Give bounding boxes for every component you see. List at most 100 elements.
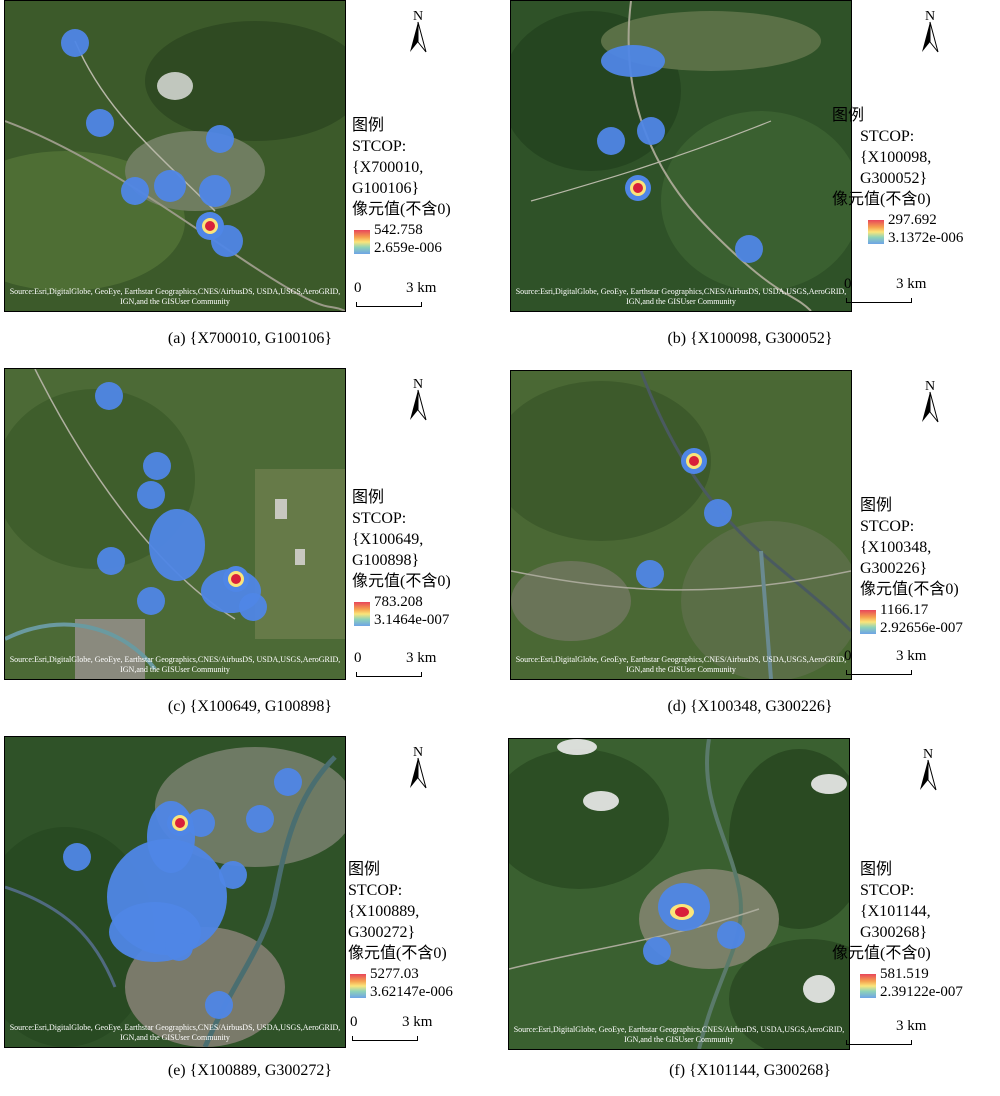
- scale-bar-line: [356, 672, 422, 677]
- legend-layer-line2: G300272}: [348, 924, 416, 941]
- legend-color-ramp: 581.519 2.39122e-007: [858, 966, 982, 1006]
- scale-bar-line: [352, 1036, 418, 1041]
- legend-color-ramp: 5277.03 3.62147e-006: [348, 966, 498, 1006]
- legend-e: 图例 STCOP: {X100889, G300272} 像元值(不含0) 52…: [348, 860, 498, 1006]
- satellite-map-c: Source:Esri,DigitalGlobe, GeoEye, Earths…: [4, 368, 346, 680]
- legend-field-label: 像元值(不含0): [832, 191, 931, 208]
- legend-min-value: 3.1464e-007: [374, 612, 450, 628]
- map-panel-b: Source:Esri,DigitalGlobe, GeoEye, Earths…: [500, 0, 1000, 360]
- scale-bar-c: 0 3 km: [354, 650, 436, 684]
- legend-layer-line1: {X100348,: [860, 539, 932, 556]
- scale-bar-e: 0 3 km: [350, 1014, 432, 1048]
- map-panel-f: Source:Esri,DigitalGlobe, GeoEye, Earths…: [500, 736, 1000, 1096]
- legend-title: 图例: [352, 117, 385, 134]
- satellite-imagery-f: [509, 739, 849, 1049]
- satellite-imagery-e: [5, 737, 345, 1047]
- legend-f: 图例 STCOP: {X101144, G300268} 像元值(不含0) 58…: [832, 860, 982, 1006]
- legend-layer-line2: G300268}: [860, 924, 928, 941]
- north-label: N: [413, 9, 423, 24]
- color-ramp-swatch: [868, 220, 884, 244]
- north-label: N: [923, 747, 933, 762]
- panel-caption-b: (b) {X100098, G300052}: [667, 330, 833, 347]
- color-ramp-swatch: [354, 230, 370, 254]
- scale-bar-line: [846, 1040, 912, 1045]
- legend-layer-name: STCOP:: [352, 510, 407, 527]
- legend-color-ramp: 542.758 2.659e-006: [352, 222, 502, 262]
- scale-length: 3 km: [402, 1014, 433, 1030]
- scale-length: 3 km: [896, 276, 927, 292]
- legend-color-ramp: 297.692 3.1372e-006: [866, 212, 982, 252]
- north-arrow-icon: N: [410, 377, 427, 421]
- legend-field-label: 像元值(不含0): [352, 201, 451, 218]
- legend-title: 图例: [860, 497, 893, 514]
- panel-caption-f: (f) {X101144, G300268}: [669, 1062, 831, 1079]
- scale-bar-line: [356, 302, 422, 307]
- legend-max-value: 1166.17: [880, 602, 929, 618]
- legend-color-ramp: 783.208 3.1464e-007: [352, 594, 502, 634]
- legend-layer-line2: G100898}: [352, 552, 420, 569]
- satellite-imagery-a: [5, 1, 345, 311]
- legend-d: 图例 STCOP: {X100348, G300226} 像元值(不含0) 11…: [832, 496, 982, 642]
- color-ramp-swatch: [354, 602, 370, 626]
- north-arrow-d: N: [916, 378, 944, 424]
- north-arrow-a: N: [404, 8, 432, 54]
- north-arrow-icon: N: [920, 747, 937, 791]
- legend-layer-name: STCOP:: [860, 518, 915, 535]
- scale-zero: 0: [354, 280, 362, 296]
- source-attribution-b: Source:Esri,DigitalGlobe, GeoEye, Earths…: [515, 287, 847, 306]
- legend-max-value: 542.758: [374, 222, 423, 238]
- legend-min-value: 2.92656e-007: [880, 620, 963, 636]
- legend-min-value: 3.62147e-006: [370, 984, 453, 1000]
- legend-b: 图例 STCOP: {X100098, G300052} 像元值(不含0) 29…: [832, 106, 982, 252]
- satellite-map-b: Source:Esri,DigitalGlobe, GeoEye, Earths…: [510, 0, 852, 312]
- legend-layer-line1: {X700010,: [352, 159, 424, 176]
- satellite-imagery-c: [5, 369, 345, 679]
- north-arrow-e: N: [404, 744, 432, 790]
- north-label: N: [925, 9, 935, 24]
- legend-title: 图例: [348, 861, 381, 878]
- north-arrow-icon: N: [922, 9, 939, 53]
- legend-layer-line1: {X101144,: [860, 903, 931, 920]
- legend-layer-line1: {X100889,: [348, 903, 420, 920]
- legend-layer-line2: G100106}: [352, 180, 420, 197]
- scale-bar-d: 0 3 km: [844, 648, 926, 682]
- source-attribution-e: Source:Esri,DigitalGlobe, GeoEye, Earths…: [9, 1023, 341, 1042]
- legend-layer-name: STCOP:: [352, 138, 407, 155]
- legend-field-label: 像元值(不含0): [832, 945, 931, 962]
- north-label: N: [413, 745, 423, 760]
- map-panel-d: Source:Esri,DigitalGlobe, GeoEye, Earths…: [500, 368, 1000, 728]
- satellite-map-f: Source:Esri,DigitalGlobe, GeoEye, Earths…: [508, 738, 850, 1050]
- scale-bar-line: [846, 670, 912, 675]
- north-arrow-c: N: [404, 376, 432, 422]
- legend-field-label: 像元值(不含0): [860, 581, 959, 598]
- legend-field-label: 像元值(不含0): [348, 945, 447, 962]
- north-label: N: [925, 379, 935, 394]
- panel-caption-a: (a) {X700010, G100106}: [167, 330, 333, 347]
- legend-max-value: 581.519: [880, 966, 929, 982]
- north-arrow-icon: N: [410, 745, 427, 789]
- north-arrow-f: N: [914, 746, 942, 792]
- legend-max-value: 5277.03: [370, 966, 419, 982]
- scale-length: 3 km: [406, 280, 437, 296]
- scale-zero: 0: [350, 1014, 358, 1030]
- color-ramp-swatch: [350, 974, 366, 998]
- map-panel-a: Source:Esri,DigitalGlobe, GeoEye, Earths…: [0, 0, 500, 360]
- map-panel-c: Source:Esri,DigitalGlobe, GeoEye, Earths…: [0, 368, 500, 728]
- north-arrow-icon: N: [410, 9, 427, 53]
- source-attribution-a: Source:Esri,DigitalGlobe, GeoEye, Earths…: [9, 287, 341, 306]
- satellite-map-e: Source:Esri,DigitalGlobe, GeoEye, Earths…: [4, 736, 346, 1048]
- scale-bar-line: [846, 298, 912, 303]
- scale-length: 3 km: [406, 650, 437, 666]
- map-panel-e: Source:Esri,DigitalGlobe, GeoEye, Earths…: [0, 736, 500, 1096]
- scale-bar-a: 0 3 km: [354, 280, 436, 314]
- scale-bar-f: 3 km: [844, 1018, 926, 1052]
- satellite-map-d: Source:Esri,DigitalGlobe, GeoEye, Earths…: [510, 370, 852, 680]
- source-attribution-f: Source:Esri,DigitalGlobe, GeoEye, Earths…: [513, 1025, 845, 1044]
- legend-layer-name: STCOP:: [348, 882, 403, 899]
- scale-zero: 0: [844, 276, 852, 292]
- legend-layer-line1: {X100098,: [860, 149, 932, 166]
- scale-zero: 0: [354, 650, 362, 666]
- source-attribution-d: Source:Esri,DigitalGlobe, GeoEye, Earths…: [515, 655, 847, 674]
- panel-caption-d: (d) {X100348, G300226}: [667, 698, 833, 715]
- panel-caption-e: (e) {X100889, G300272}: [167, 1062, 333, 1079]
